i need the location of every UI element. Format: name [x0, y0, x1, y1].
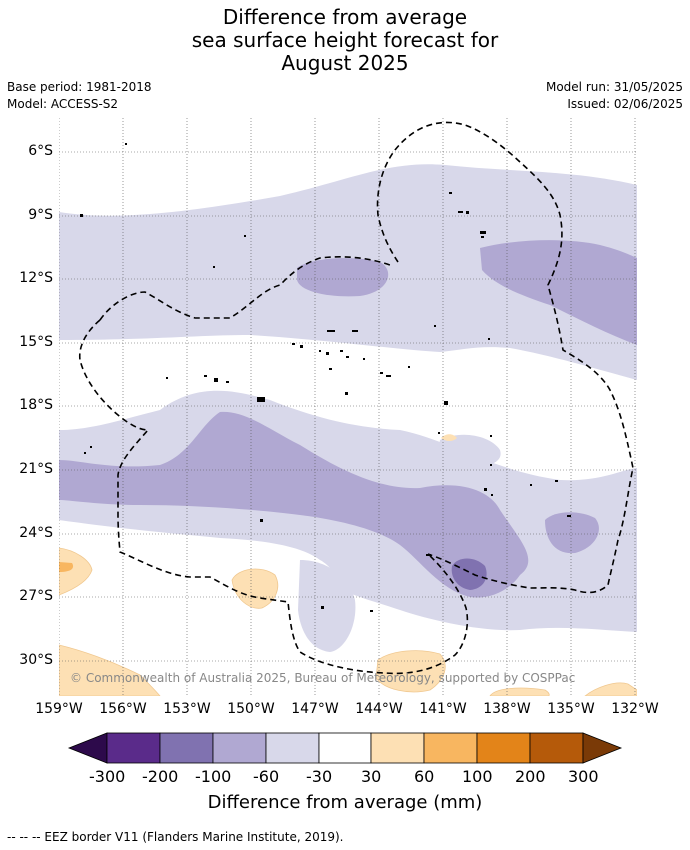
lon-label-156w: 156°W — [99, 701, 147, 717]
lon-label-141w: 141°W — [419, 701, 467, 717]
colorbar-swatch-pos60 — [423, 732, 478, 764]
lon-label-153w: 153°W — [163, 701, 211, 717]
anomaly-area-neg100 — [451, 558, 487, 590]
model-run: Model run: 31/05/2025 — [545, 80, 683, 94]
anomaly-area-pos30-sw — [59, 644, 161, 696]
eez-border-cook-islands — [99, 256, 391, 321]
islands — [80, 143, 571, 612]
colorbar-tick-neg60: -60 — [253, 767, 280, 786]
anomaly-island-neg30 — [298, 560, 356, 652]
lon-label-135w: 135°W — [547, 701, 595, 717]
anomaly-patch-neg30-east — [439, 434, 501, 467]
colorbar-swatch-pos300 — [582, 732, 623, 764]
lat-label-30s: 30°S — [19, 652, 53, 668]
title-line-1: Difference from average — [222, 5, 468, 29]
issued-date: Issued: 02/06/2025 — [567, 97, 683, 111]
lat-label-21s: 21°S — [19, 461, 53, 477]
lat-label-12s: 12°S — [19, 270, 53, 286]
colorbar-swatch-pos100 — [476, 732, 531, 764]
copyright-notice: © Commonwealth of Australia 2025, Bureau… — [70, 671, 575, 685]
lon-label-150w: 150°W — [227, 701, 275, 717]
colorbar-tick-pos30: 30 — [361, 767, 382, 786]
lon-label-159w: 159°W — [35, 701, 83, 717]
lat-label-18s: 18°S — [19, 397, 53, 413]
colorbar-swatch-neutral — [318, 732, 372, 764]
colorbar-tick-pos200: 200 — [515, 767, 546, 786]
model-name: Model: ACCESS-S2 — [7, 97, 119, 111]
colorbar-swatch-neg200 — [106, 732, 161, 764]
colorbar-tick-neg100: -100 — [195, 767, 232, 786]
anomaly-area-pos30-small — [441, 434, 457, 441]
lon-label-132w: 132°W — [611, 701, 659, 717]
title-line-2: sea surface height forecast for — [191, 28, 499, 52]
colorbar-swatch-neg100 — [159, 732, 214, 764]
eez-border-french-polynesia — [376, 121, 634, 594]
eez-legend-note: -- -- -- EEZ border V11 (Flanders Marine… — [7, 830, 344, 844]
colorbar-tick-pos100: 100 — [462, 767, 493, 786]
anomaly-area-neg60-se — [545, 512, 599, 554]
anomaly-area-pos30-se — [584, 682, 637, 696]
colorbar-tick-neg30: -30 — [306, 767, 333, 786]
lat-label-27s: 27°S — [19, 588, 53, 604]
colorbar-swatch-neg300 — [67, 732, 108, 764]
colorbar-swatch-neg60 — [212, 732, 267, 764]
lat-label-24s: 24°S — [19, 525, 53, 541]
colorbar-tick-neg300: -300 — [89, 767, 126, 786]
colorbar-swatch-neg30 — [265, 732, 320, 764]
colorbar-tick-pos300: 300 — [568, 767, 599, 786]
colorbar-tick-pos60: 60 — [414, 767, 435, 786]
anomaly-area-pos30-west — [59, 547, 93, 596]
map-area: © Commonwealth of Australia 2025, Bureau… — [59, 118, 637, 696]
lon-label-147w: 147°W — [291, 701, 339, 717]
eez-border-cook-islands-south — [78, 319, 469, 675]
lat-label-6s: 6°S — [28, 143, 53, 159]
colorbar-tick-neg200: -200 — [142, 767, 179, 786]
graticule — [59, 118, 637, 696]
anomaly-area-pos30-s2 — [489, 687, 550, 696]
title-line-3: August 2025 — [281, 51, 409, 75]
anomaly-area-neg60-north — [297, 258, 389, 297]
lat-label-15s: 15°S — [19, 334, 53, 350]
colorbar — [67, 732, 623, 764]
lon-label-144w: 144°W — [355, 701, 403, 717]
colorbar-swatch-pos200 — [529, 732, 584, 764]
anomaly-area-pos60-west — [59, 562, 74, 572]
anomaly-area-neg60-east — [480, 240, 637, 345]
lat-label-9s: 9°S — [28, 207, 53, 223]
base-period: Base period: 1981-2018 — [7, 80, 152, 94]
colorbar-swatch-pos30 — [370, 732, 425, 764]
anomaly-area-neg60-band — [59, 411, 529, 598]
lon-label-138w: 138°W — [483, 701, 531, 717]
colorbar-title: Difference from average (mm) — [207, 792, 483, 813]
anomaly-area-pos30-south — [375, 650, 446, 693]
